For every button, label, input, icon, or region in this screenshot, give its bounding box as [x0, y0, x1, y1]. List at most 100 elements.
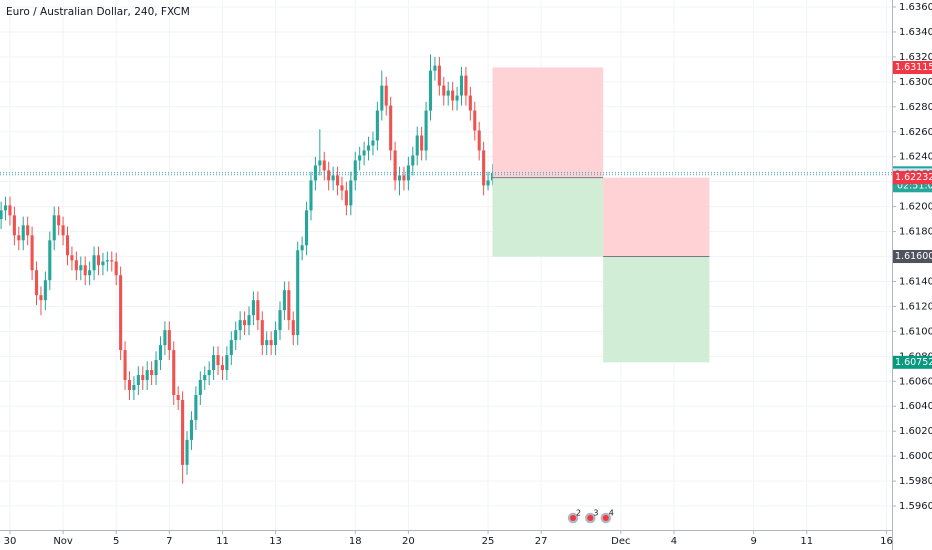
- candle-body: [446, 90, 450, 96]
- y-tick-label: 1.62000: [899, 202, 932, 213]
- x-tick-label: 11: [216, 536, 229, 547]
- y-tick-label: 1.63000: [899, 77, 932, 88]
- y-tick-label: 1.62800: [899, 102, 932, 113]
- candle-body: [234, 330, 238, 341]
- y-tick-label: 1.61000: [899, 326, 932, 337]
- x-tick-label: 27: [535, 536, 548, 547]
- candle-body: [455, 95, 459, 101]
- candle-body: [358, 155, 362, 161]
- candle-body: [220, 365, 224, 371]
- event-label: 2: [576, 509, 581, 518]
- candle-body: [482, 150, 486, 186]
- candle-body: [127, 380, 132, 391]
- position-target-zone: [492, 177, 604, 257]
- candle-body: [451, 90, 455, 101]
- x-tick-label: 5: [113, 536, 119, 547]
- candle-body: [185, 439, 189, 465]
- price-badge: [893, 355, 932, 369]
- y-tick-label: 1.60600: [899, 376, 932, 387]
- candle-body: [21, 225, 25, 241]
- x-tick-label: 9: [750, 536, 756, 547]
- candle-body: [26, 225, 30, 236]
- candle-body: [349, 180, 353, 206]
- x-tick-label: 7: [166, 536, 172, 547]
- candle-body: [74, 260, 78, 271]
- candle-body: [389, 105, 393, 151]
- candle-body: [198, 380, 202, 396]
- y-tick-label: 1.61200: [899, 301, 932, 312]
- candle-body: [88, 270, 92, 276]
- candle-body: [251, 300, 255, 316]
- candle-body: [83, 265, 87, 276]
- candle-body: [52, 215, 56, 241]
- candle-body: [331, 175, 335, 181]
- candle-body: [96, 255, 101, 266]
- candle-body: [247, 315, 251, 326]
- candle-body: [322, 160, 326, 171]
- candle-body: [318, 160, 322, 166]
- candle-body: [260, 320, 264, 346]
- candle-body: [57, 215, 61, 226]
- price-badge: [893, 171, 932, 185]
- y-tick-label: 1.61800: [899, 227, 932, 238]
- candle-body: [154, 360, 158, 376]
- candle-body: [428, 70, 433, 111]
- price-countdown: 02:51:06: [897, 180, 932, 191]
- event-marker-dot: [587, 515, 594, 521]
- y-tick-label: 1.62600: [899, 127, 932, 138]
- candle-body: [61, 225, 65, 236]
- candle-body: [92, 255, 96, 271]
- candle-body: [380, 85, 384, 111]
- candle-body: [415, 135, 419, 156]
- y-tick-label: 1.59800: [899, 476, 932, 487]
- candle-body: [375, 110, 379, 141]
- event-label: 3: [593, 509, 598, 518]
- x-tick-label: 20: [402, 536, 415, 547]
- y-tick-label: 1.63600: [899, 2, 932, 13]
- x-tick-label: Nov: [53, 536, 73, 547]
- position-stop-zone: [603, 177, 710, 257]
- candle-body: [48, 240, 52, 281]
- candle-body: [309, 180, 313, 211]
- candle-body: [353, 160, 357, 181]
- candle-body: [172, 350, 176, 396]
- candle-body: [473, 110, 477, 131]
- candle-body: [12, 215, 16, 236]
- candle-body: [65, 235, 70, 256]
- candle-body: [269, 340, 273, 346]
- candle-body: [119, 275, 123, 351]
- candle-body: [397, 175, 402, 181]
- candle-body: [420, 135, 424, 151]
- candle-body: [433, 65, 437, 71]
- candle-body: [70, 255, 74, 261]
- candle-body: [282, 290, 286, 311]
- x-tick-label: 30: [4, 536, 17, 547]
- candle-body: [362, 150, 366, 156]
- candle-body: [437, 65, 441, 86]
- y-tick-label: 1.62400: [899, 152, 932, 163]
- candle-body: [79, 265, 83, 271]
- candle-body: [167, 330, 171, 351]
- candle-body: [17, 235, 21, 241]
- candle-body: [34, 270, 39, 296]
- candle-body: [181, 399, 185, 465]
- plot-area: 2 3 4: [0, 54, 892, 525]
- x-tick-label: 18: [349, 536, 362, 547]
- axes: 1.63600 1.63400 1.63200 1.63000 1.62800 1.626…: [4, 2, 932, 547]
- candle-body: [203, 375, 207, 381]
- candle-body: [132, 385, 136, 391]
- candle-body: [238, 320, 242, 331]
- y-tick-label: 1.60200: [899, 426, 932, 437]
- candle-body: [194, 395, 198, 420]
- position-target-zone: [603, 256, 710, 363]
- x-tick-label: 13: [269, 536, 282, 547]
- candle-body: [8, 205, 12, 216]
- x-tick-label: 25: [482, 536, 495, 547]
- candle-body: [344, 190, 348, 206]
- candle-body: [402, 175, 406, 181]
- candle-body: [39, 295, 43, 301]
- candle-body: [256, 300, 260, 321]
- candle-body: [212, 355, 216, 371]
- candle-body: [287, 290, 291, 321]
